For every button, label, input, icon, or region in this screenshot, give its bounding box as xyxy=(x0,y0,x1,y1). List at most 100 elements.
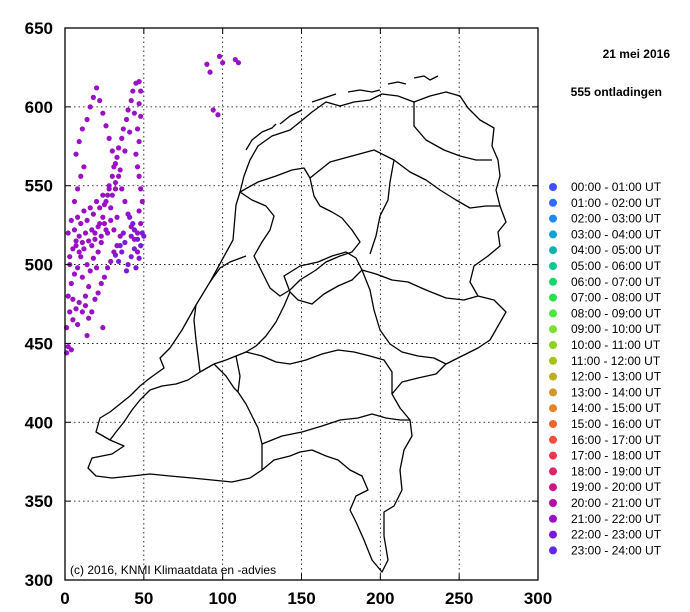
strike-point xyxy=(79,126,85,132)
strike-point xyxy=(131,110,137,116)
strike-point xyxy=(71,227,78,233)
strike-point xyxy=(207,69,213,75)
strike-point xyxy=(93,198,100,205)
strike-point xyxy=(76,138,82,145)
strike-point xyxy=(215,112,221,118)
strike-point xyxy=(138,220,144,227)
strike-point xyxy=(76,233,82,239)
strike-point xyxy=(117,243,123,249)
strike-point xyxy=(123,116,130,123)
x-tick-label: 0 xyxy=(60,589,69,608)
strike-point xyxy=(86,284,92,290)
strike-point xyxy=(106,135,112,141)
strike-point xyxy=(232,56,238,63)
strike-point xyxy=(134,236,141,242)
legend-label: 22:00 - 23:00 UT xyxy=(571,528,662,542)
legend-swatch xyxy=(549,214,557,223)
flevoland xyxy=(283,251,363,305)
legend-swatch xyxy=(549,499,557,507)
province-border xyxy=(369,159,395,255)
legend-swatch xyxy=(549,404,557,413)
strike-point xyxy=(89,309,95,315)
strike-point xyxy=(90,255,96,261)
strike-point xyxy=(112,179,119,186)
legend-swatch xyxy=(549,435,557,444)
legend-label: 04:00 - 05:00 UT xyxy=(571,243,662,257)
strike-point xyxy=(216,53,223,59)
legend-label: 09:00 - 10:00 UT xyxy=(571,322,662,336)
strike-point xyxy=(87,268,93,274)
strike-point xyxy=(79,239,85,246)
strike-point xyxy=(92,236,98,242)
strike-point xyxy=(97,97,103,104)
legend-swatch xyxy=(549,262,557,270)
date-label: 21 mei 2016 xyxy=(603,47,671,61)
strike-point xyxy=(128,97,134,104)
y-tick-label: 400 xyxy=(25,413,53,432)
strike-point xyxy=(86,315,92,321)
legend-label: 03:00 - 04:00 UT xyxy=(571,227,662,241)
strike-point xyxy=(78,173,84,179)
wadden-island xyxy=(279,109,303,125)
legend-swatch xyxy=(549,341,557,349)
strike-point xyxy=(93,265,100,271)
province-border xyxy=(235,355,263,470)
strike-point xyxy=(109,192,115,198)
strike-point xyxy=(123,268,130,274)
count-label: 555 ontladingen xyxy=(571,85,662,99)
strike-point xyxy=(75,265,81,271)
strike-point xyxy=(119,249,125,255)
strike-point xyxy=(86,238,92,244)
legend-swatch xyxy=(549,183,557,191)
strike-point xyxy=(103,123,109,129)
strike-point xyxy=(73,306,79,312)
y-tick-label: 550 xyxy=(25,177,53,196)
strike-point xyxy=(130,88,136,94)
netherlands-map-outline xyxy=(87,75,507,573)
strike-point xyxy=(122,148,128,154)
legend-label: 19:00 - 20:00 UT xyxy=(571,480,662,494)
province-border xyxy=(361,269,447,365)
strike-point xyxy=(133,151,139,157)
strike-point xyxy=(138,186,144,192)
strike-point xyxy=(67,254,73,260)
country-outline xyxy=(87,91,507,573)
legend-label: 06:00 - 07:00 UT xyxy=(571,275,662,289)
strike-point xyxy=(127,214,133,220)
strike-point xyxy=(68,280,74,287)
strike-point xyxy=(133,265,139,271)
wadden-island xyxy=(347,89,381,93)
strike-point xyxy=(134,230,141,236)
strike-point xyxy=(82,302,89,309)
legend-swatch xyxy=(549,277,557,286)
legend-swatch xyxy=(549,309,557,318)
strike-point xyxy=(95,290,101,296)
legend-label: 10:00 - 11:00 UT xyxy=(571,338,661,352)
legend-swatch xyxy=(549,388,557,397)
strike-point xyxy=(71,271,78,277)
wadden-island xyxy=(311,93,337,103)
strike-point xyxy=(130,220,136,227)
province-border xyxy=(109,363,215,441)
legend-label: 23:00 - 24:00 UT xyxy=(571,543,662,557)
legend-swatch xyxy=(549,483,557,492)
strike-point xyxy=(131,227,137,233)
strike-point xyxy=(119,135,125,141)
strike-point xyxy=(116,258,122,265)
strike-point xyxy=(138,113,144,119)
strike-point xyxy=(75,214,81,220)
wadden-island xyxy=(413,75,439,81)
strike-point xyxy=(81,246,87,252)
strike-point xyxy=(70,296,76,302)
strike-point xyxy=(101,274,108,280)
strike-point xyxy=(65,293,71,299)
strike-point xyxy=(75,321,81,328)
strike-point xyxy=(119,186,125,192)
strike-point xyxy=(81,164,87,170)
strike-point xyxy=(114,214,120,220)
strike-point xyxy=(125,107,131,113)
legend-label: 16:00 - 17:00 UT xyxy=(571,433,662,447)
strike-point xyxy=(136,138,142,145)
strike-point xyxy=(108,258,114,265)
strike-point xyxy=(122,239,128,246)
